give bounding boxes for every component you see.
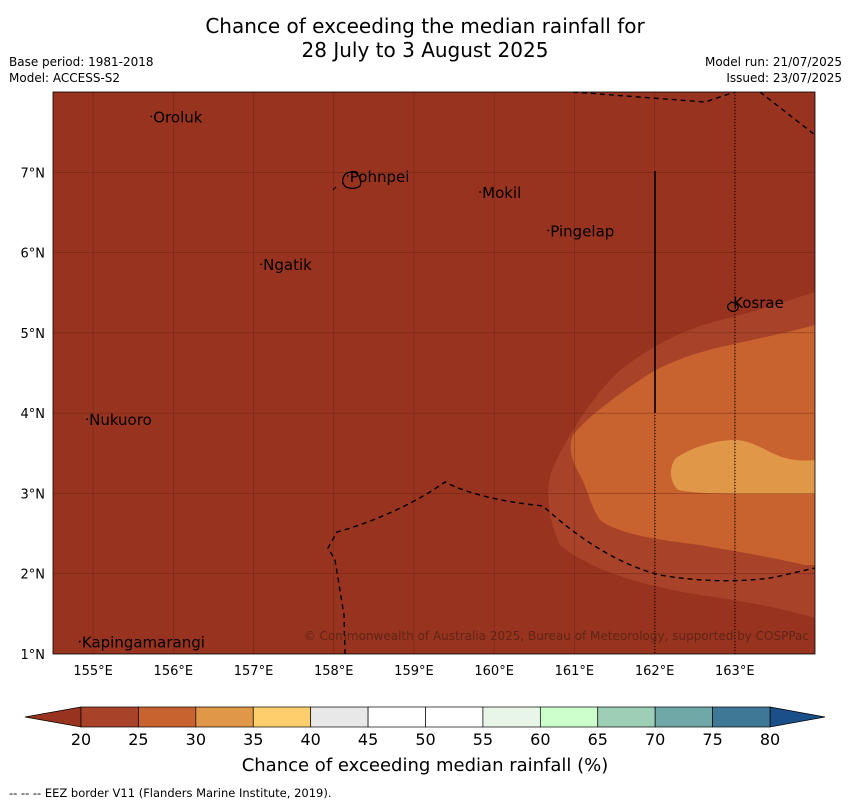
colorbar-over-arrow [769,706,826,728]
lat-tick-label: 7°N [21,166,46,181]
eez-borders [327,92,815,654]
lat-tick-label: 3°N [21,487,46,502]
colorbar-tick-label: 60 [530,730,550,749]
longitude-tick-labels: 155°E 156°E 157°E 158°E 159°E 160°E 161°E 162°E… [73,664,754,679]
graticule [53,92,815,654]
colorbar-segment [654,706,713,728]
issued-label: Issued: 23/07/2025 [726,71,842,85]
place-label: Ngatik [263,256,312,274]
colorbar-segment [310,706,369,728]
colorbar-tick-label: 80 [760,730,780,749]
colorbar-segment [425,706,484,728]
place-label: Kapingamarangi [82,634,205,652]
place-marker [730,301,733,303]
latitude-tick-labels: 1°N 2°N 3°N 4°N 5°N 6°N 7°N [21,166,46,663]
colorbar-segment [482,706,541,728]
place-marker [86,418,88,421]
colorbar-segment [138,706,197,728]
colorbar-tick-label: 40 [300,730,320,749]
contour-30-35 [670,440,815,494]
place-label: Pohnpei [350,168,410,186]
pohnpei-reef [332,186,337,191]
place-marker [78,640,81,643]
colorbar-tick-label: 50 [415,730,435,749]
colorbar-tick-label: 25 [128,730,148,749]
colorbar-tick-label: 30 [186,730,206,749]
lon-tick-label: 163°E [715,664,755,679]
model-label: Model: ACCESS-S2 [9,71,121,85]
eez-border-northeast [759,92,815,136]
place-marker [479,191,482,193]
model-run-label: Model run: 21/07/2025 [704,55,842,69]
lat-tick-label: 6°N [21,247,46,262]
colorbar-tick-label: 65 [588,730,608,749]
title-line-1: Chance of exceeding the median rainfall … [205,14,645,38]
colorbar-under-arrow [24,706,82,728]
lon-tick-label: 158°E [314,664,354,679]
place-label: Mokil [482,184,521,202]
kosrae-island-outline [727,301,739,312]
place-label: Pingelap [550,223,614,241]
lon-tick-label: 157°E [234,664,274,679]
map-frame [52,91,816,655]
colorbar-segment [712,706,771,728]
place-label: Oroluk [153,109,202,127]
colorbar-title: Chance of exceeding median rainfall (%) [241,755,609,776]
colorbar-tick-label: 75 [702,730,722,749]
lon-tick-label: 160°E [474,664,514,679]
colorbar [24,706,826,728]
place-marker [547,229,550,232]
title-line-2: 28 July to 3 August 2025 [301,38,549,62]
colorbar-segment [195,706,254,728]
colorbar-segment [539,706,599,728]
eez-border-north [572,92,736,103]
map-panel: Oroluk Pohnpei Mokil Pingelap Ngatik Kosrae Nu… [53,92,815,654]
place-marker [150,115,153,118]
place-marker [260,263,263,266]
lat-tick-label: 1°N [21,648,46,663]
lat-tick-label: 2°N [21,568,46,583]
colorbar-tick-label: 55 [473,730,493,749]
colorbar-segment [597,706,656,728]
place-label: Nukuoro [89,411,152,429]
lon-tick-label: 159°E [394,664,434,679]
place-marker [346,175,349,177]
colorbar-tick-label: 70 [645,730,665,749]
copyright-notice: © Commonwealth of Australia 2025, Bureau… [304,629,809,643]
lon-tick-label: 161°E [555,664,595,679]
contour-25-30 [570,325,815,565]
colorbar-tick-label: 20 [71,730,91,749]
base-period-label: Base period: 1981-2018 [9,55,154,69]
lon-tick-label: 156°E [154,664,194,679]
place-labels: Oroluk Pohnpei Mokil Pingelap Ngatik Kosrae Nu… [78,109,784,652]
colorbar-segment [252,706,312,728]
lon-tick-label: 162°E [635,664,675,679]
colorbar-tick-label: 35 [243,730,263,749]
contour-25-30-patch [712,533,738,542]
colorbar-segment [80,706,139,728]
colorbar-tick-labels: 20 25 30 35 40 45 50 55 60 65 70 75 80 [71,730,780,749]
colorbar-segment [367,706,426,728]
colorbar-tick-label: 45 [358,730,378,749]
lat-tick-label: 4°N [21,407,46,422]
eez-border-south [327,481,815,654]
lat-tick-label: 5°N [21,327,46,342]
lon-tick-label: 155°E [73,664,113,679]
eez-footnote: -- -- -- EEZ border V11 (Flanders Marine… [9,786,332,800]
pohnpei-island-outline [342,171,362,190]
place-label: Kosrae [733,294,784,312]
